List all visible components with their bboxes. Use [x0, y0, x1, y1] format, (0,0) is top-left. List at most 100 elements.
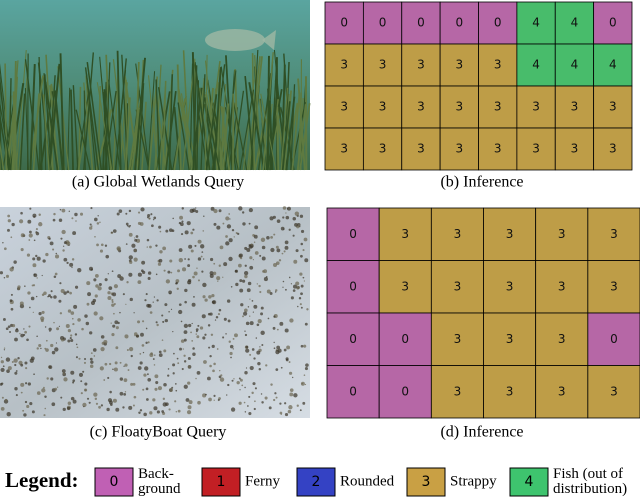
debris: [58, 325, 61, 328]
cell-label: 0: [349, 279, 357, 293]
debris: [93, 278, 97, 282]
debris: [14, 337, 18, 342]
cell-label: 0: [379, 16, 387, 30]
debris: [188, 400, 193, 405]
debris: [248, 244, 251, 246]
debris: [256, 283, 258, 285]
debris: [14, 363, 17, 367]
debris: [153, 406, 158, 411]
debris: [83, 357, 87, 361]
debris: [112, 292, 117, 297]
seagrass: [165, 91, 177, 171]
seagrass: [168, 74, 174, 171]
debris: [211, 300, 215, 304]
debris: [27, 291, 31, 295]
debris: [54, 387, 58, 391]
grid-cell: [439, 1, 479, 45]
debris: [89, 223, 92, 226]
debris: [195, 328, 199, 331]
debris: [72, 379, 76, 383]
debris: [145, 341, 148, 344]
debris: [169, 259, 173, 263]
debris: [295, 249, 299, 253]
debris: [0, 407, 5, 411]
cell-label: 0: [417, 16, 425, 30]
debris: [156, 323, 159, 327]
debris: [282, 280, 285, 283]
debris: [216, 348, 219, 350]
seagrass: [59, 53, 65, 171]
debris: [300, 292, 303, 296]
debris: [209, 257, 214, 262]
debris: [7, 228, 10, 232]
debris: [276, 219, 281, 223]
seagrass: [75, 109, 91, 171]
seagrass: [244, 76, 255, 171]
cell-label: 3: [609, 100, 617, 114]
debris: [226, 299, 231, 303]
debris: [23, 328, 25, 330]
legend-label: Strappy: [450, 473, 497, 489]
seagrass: [173, 106, 182, 171]
legend-id: 2: [312, 474, 321, 490]
cell-label: 3: [455, 58, 463, 72]
cell-label: 0: [494, 16, 502, 30]
debris: [127, 369, 130, 371]
debris: [90, 207, 93, 210]
debris: [95, 284, 99, 288]
legend-id: 1: [217, 474, 226, 490]
debris: [278, 259, 282, 262]
debris: [244, 371, 248, 375]
debris: [252, 311, 254, 313]
debris: [77, 318, 81, 322]
seagrass: [157, 87, 173, 171]
seagrass: [141, 101, 147, 171]
debris: [266, 289, 271, 294]
debris: [288, 276, 291, 279]
debris: [290, 296, 294, 300]
debris: [36, 347, 39, 350]
debris: [81, 327, 84, 331]
debris: [227, 383, 230, 387]
seagrass: [268, 101, 274, 171]
debris: [89, 364, 94, 369]
debris: [112, 368, 114, 371]
debris: [105, 254, 110, 259]
debris: [61, 369, 66, 373]
debris: [19, 301, 24, 306]
seagrass: [83, 52, 95, 171]
debris: [255, 337, 258, 339]
inference-grid: 0 3 3 3 3 3 0 3 3 3 3 3 0 0 3 3 3 0 0 0 3 3 3 3: [326, 207, 640, 419]
debris: [47, 295, 49, 298]
debris: [137, 211, 141, 214]
seagrass: [29, 75, 44, 171]
grid-cell: [535, 365, 589, 419]
debris: [300, 242, 304, 246]
debris: [111, 270, 114, 273]
debris: [213, 222, 217, 226]
debris: [269, 216, 274, 221]
debris: [146, 398, 149, 401]
debris: [49, 330, 51, 332]
debris: [126, 281, 129, 284]
debris: [270, 235, 273, 239]
debris: [68, 244, 70, 246]
debris: [230, 407, 236, 412]
debris: [169, 388, 173, 392]
debris: [240, 303, 244, 307]
debris: [149, 353, 154, 358]
debris: [288, 228, 291, 231]
legend-label: ground: [138, 481, 181, 497]
debris: [99, 366, 104, 371]
debris: [91, 225, 93, 227]
cell-label: 0: [401, 332, 409, 346]
debris: [175, 279, 180, 283]
debris: [72, 399, 77, 404]
grid-cell: [439, 43, 479, 87]
seagrass: [206, 79, 223, 171]
debris: [3, 276, 6, 279]
debris: [45, 252, 49, 257]
debris: [273, 233, 276, 236]
debris: [288, 405, 293, 410]
debris: [128, 209, 132, 213]
